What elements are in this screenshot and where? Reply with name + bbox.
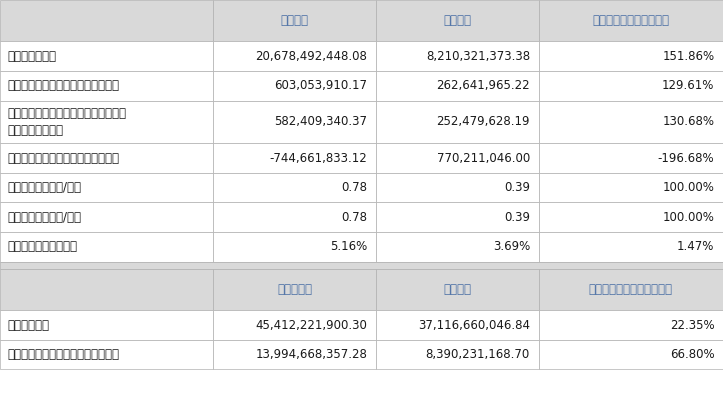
Bar bbox=[376, 0, 539, 41]
Text: 8,390,231,168.70: 8,390,231,168.70 bbox=[426, 348, 530, 361]
Bar bbox=[213, 203, 376, 232]
Text: 本报告期: 本报告期 bbox=[281, 14, 309, 27]
Bar bbox=[0, 71, 213, 101]
Bar bbox=[0, 310, 213, 340]
Bar bbox=[0, 261, 723, 269]
Bar bbox=[376, 101, 539, 143]
Bar bbox=[213, 340, 376, 369]
Bar bbox=[213, 310, 376, 340]
Bar bbox=[539, 203, 723, 232]
Bar bbox=[539, 71, 723, 101]
Bar bbox=[539, 41, 723, 71]
Text: 0.39: 0.39 bbox=[504, 211, 530, 224]
Text: 0.78: 0.78 bbox=[341, 181, 367, 194]
Bar bbox=[0, 101, 213, 143]
Bar bbox=[0, 41, 213, 71]
Text: 13,994,668,357.28: 13,994,668,357.28 bbox=[255, 348, 367, 361]
Text: 100.00%: 100.00% bbox=[662, 181, 714, 194]
Bar bbox=[539, 173, 723, 203]
Bar bbox=[0, 143, 213, 173]
Text: -744,661,833.12: -744,661,833.12 bbox=[270, 152, 367, 164]
Bar bbox=[213, 41, 376, 71]
Text: 本报告期末: 本报告期末 bbox=[277, 283, 312, 296]
Bar bbox=[0, 340, 213, 369]
Bar bbox=[376, 340, 539, 369]
Bar bbox=[539, 0, 723, 41]
Bar bbox=[539, 269, 723, 310]
Text: -196.68%: -196.68% bbox=[658, 152, 714, 164]
Bar bbox=[376, 143, 539, 173]
Bar bbox=[539, 310, 723, 340]
Bar bbox=[539, 340, 723, 369]
Text: 1.47%: 1.47% bbox=[677, 240, 714, 253]
Bar bbox=[213, 143, 376, 173]
Bar bbox=[376, 232, 539, 261]
Bar bbox=[376, 71, 539, 101]
Text: 262,641,965.22: 262,641,965.22 bbox=[437, 79, 530, 92]
Text: 8,210,321,373.38: 8,210,321,373.38 bbox=[426, 50, 530, 63]
Text: 130.68%: 130.68% bbox=[662, 115, 714, 128]
Bar bbox=[376, 310, 539, 340]
Text: 582,409,340.37: 582,409,340.37 bbox=[274, 115, 367, 128]
Bar bbox=[539, 232, 723, 261]
Text: 5.16%: 5.16% bbox=[330, 240, 367, 253]
Text: 20,678,492,448.08: 20,678,492,448.08 bbox=[255, 50, 367, 63]
Bar bbox=[213, 173, 376, 203]
Text: 稀释每股收益（元/股）: 稀释每股收益（元/股） bbox=[7, 211, 81, 224]
Bar bbox=[539, 143, 723, 173]
Text: 37,116,660,046.84: 37,116,660,046.84 bbox=[418, 318, 530, 332]
Text: 上年同期: 上年同期 bbox=[443, 14, 471, 27]
Text: 归属于上市公司股东的净利润（元）: 归属于上市公司股东的净利润（元） bbox=[7, 79, 119, 92]
Bar bbox=[376, 41, 539, 71]
Text: 基本每股收益（元/股）: 基本每股收益（元/股） bbox=[7, 181, 81, 194]
Text: 上年度末: 上年度末 bbox=[443, 283, 471, 296]
Text: 770,211,046.00: 770,211,046.00 bbox=[437, 152, 530, 164]
Text: 0.78: 0.78 bbox=[341, 211, 367, 224]
Bar bbox=[376, 173, 539, 203]
Bar bbox=[376, 203, 539, 232]
Text: 本报告期末比上年度末增减: 本报告期末比上年度末增减 bbox=[589, 283, 673, 296]
Text: 总资产（元）: 总资产（元） bbox=[7, 318, 49, 332]
Bar bbox=[213, 71, 376, 101]
Bar bbox=[213, 101, 376, 143]
Bar bbox=[376, 269, 539, 310]
Text: 45,412,221,900.30: 45,412,221,900.30 bbox=[255, 318, 367, 332]
Text: 603,053,910.17: 603,053,910.17 bbox=[274, 79, 367, 92]
Bar bbox=[213, 0, 376, 41]
Text: 归属于上市公司股东的扣除非经常性损
益的净利润（元）: 归属于上市公司股东的扣除非经常性损 益的净利润（元） bbox=[7, 107, 127, 137]
Text: 100.00%: 100.00% bbox=[662, 211, 714, 224]
Text: 129.61%: 129.61% bbox=[662, 79, 714, 92]
Text: 营业收入（元）: 营业收入（元） bbox=[7, 50, 56, 63]
Text: 252,479,628.19: 252,479,628.19 bbox=[437, 115, 530, 128]
Text: 151.86%: 151.86% bbox=[662, 50, 714, 63]
Bar bbox=[0, 0, 213, 41]
Text: 加权平均净资产收益率: 加权平均净资产收益率 bbox=[7, 240, 77, 253]
Text: 归属于上市公司股东的净资产（元）: 归属于上市公司股东的净资产（元） bbox=[7, 348, 119, 361]
Bar bbox=[0, 173, 213, 203]
Text: 0.39: 0.39 bbox=[504, 181, 530, 194]
Bar bbox=[0, 232, 213, 261]
Text: 本报告期比上年同期增减: 本报告期比上年同期增减 bbox=[592, 14, 669, 27]
Text: 22.35%: 22.35% bbox=[669, 318, 714, 332]
Bar bbox=[213, 269, 376, 310]
Bar bbox=[213, 232, 376, 261]
Bar bbox=[539, 101, 723, 143]
Text: 66.80%: 66.80% bbox=[669, 348, 714, 361]
Bar bbox=[0, 203, 213, 232]
Bar bbox=[0, 269, 213, 310]
Text: 经营活动产生的现金流量净额（元）: 经营活动产生的现金流量净额（元） bbox=[7, 152, 119, 164]
Text: 3.69%: 3.69% bbox=[492, 240, 530, 253]
